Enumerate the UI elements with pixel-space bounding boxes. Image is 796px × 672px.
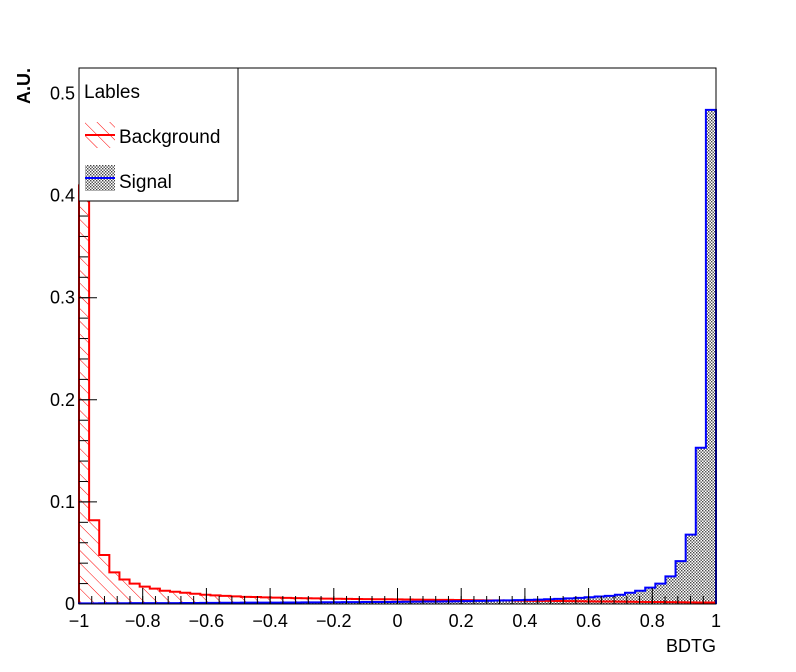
- signal-bin-41: [493, 600, 504, 604]
- signal-bin-56: [645, 587, 656, 604]
- x-tick-label: −0.8: [125, 611, 161, 631]
- x-tick-label: −0.4: [252, 611, 288, 631]
- legend-title: Lables: [84, 82, 140, 103]
- background-bin-22: [301, 598, 312, 604]
- background-bin-15: [230, 596, 241, 604]
- legend-entry-background: Background: [119, 127, 220, 148]
- background-bin-9: [170, 591, 181, 604]
- y-tick-label: 0.5: [50, 84, 75, 104]
- signal-bin-53: [614, 594, 625, 604]
- x-tick-label: 0.4: [512, 611, 537, 631]
- x-tick-label: 0.6: [576, 611, 601, 631]
- legend-entry-signal: Signal: [119, 172, 172, 193]
- y-tick-label: 0: [65, 594, 75, 614]
- signal-bin-35: [432, 601, 443, 604]
- background-bin-14: [220, 595, 231, 604]
- background-bin-3: [109, 572, 120, 604]
- background-bin-2: [99, 554, 110, 604]
- y-tick-label: 0.2: [50, 390, 75, 410]
- signal-bin-42: [503, 600, 514, 604]
- y-axis-ticks: 0 0.1 0.2 0.3 0.4 0.5: [50, 72, 97, 614]
- x-tick-label: 0: [392, 611, 402, 631]
- y-tick-label: 0.1: [50, 492, 75, 512]
- signal-bin-44: [523, 599, 534, 604]
- background-hatched-fill: [79, 185, 716, 604]
- signal-bin-32: [402, 601, 413, 604]
- signal-bin-38: [463, 601, 474, 604]
- background-bin-8: [159, 590, 170, 604]
- y-axis-title: A.U.: [14, 68, 34, 104]
- background-bin-0: [79, 185, 90, 604]
- signal-bin-61: [695, 447, 706, 604]
- background-series-line: [78, 184, 717, 604]
- background-bin-1: [89, 520, 100, 604]
- background-bin-20: [281, 597, 292, 604]
- signal-bin-54: [625, 592, 636, 604]
- signal-bin-30: [382, 601, 393, 604]
- background-bin-10: [180, 592, 191, 604]
- x-tick-label: −1: [69, 611, 90, 631]
- background-bin-6: [139, 586, 150, 604]
- background-bin-17: [250, 597, 261, 604]
- x-tick-label: −0.2: [316, 611, 352, 631]
- y-tick-label: 0.4: [50, 186, 75, 206]
- background-bin-19: [271, 597, 282, 604]
- background-bin-23: [311, 598, 322, 604]
- background-bin-18: [261, 597, 272, 604]
- signal-bin-40: [483, 600, 494, 604]
- signal-bin-43: [513, 600, 524, 604]
- background-bin-7: [149, 588, 160, 604]
- signal-bin-59: [675, 561, 686, 604]
- x-tick-label: −0.6: [189, 611, 225, 631]
- background-bin-4: [119, 579, 130, 604]
- background-bin-13: [210, 595, 221, 604]
- background-bin-21: [291, 598, 302, 604]
- signal-series-line: [78, 108, 717, 605]
- signal-bin-58: [665, 576, 676, 604]
- signal-bin-55: [635, 590, 646, 604]
- x-tick-label: 0.8: [640, 611, 665, 631]
- y-tick-label: 0.3: [50, 288, 75, 308]
- signal-bin-60: [685, 534, 696, 604]
- signal-bin-57: [655, 583, 666, 604]
- x-axis-ticks: −1 −0.8 −0.6 −0.4 −0.2 0 0.2 0.4 0.6 0.8 1: [69, 588, 721, 631]
- x-tick-label: 1: [711, 611, 721, 631]
- signal-bin-62: [705, 109, 716, 605]
- legend: Lables Background Signal: [78, 67, 239, 202]
- background-bin-12: [200, 594, 211, 604]
- background-bin-16: [240, 596, 251, 604]
- signal-bin-34: [422, 601, 433, 604]
- signal-bin-39: [473, 600, 484, 604]
- background-bin-5: [129, 583, 140, 604]
- signal-bin-52: [604, 595, 615, 604]
- x-tick-label: 0.2: [449, 611, 474, 631]
- signal-bin-33: [412, 601, 423, 604]
- signal-bin-37: [453, 601, 464, 604]
- x-axis-title: BDTG: [666, 636, 716, 656]
- background-bin-11: [190, 593, 201, 604]
- signal-bin-29: [372, 601, 383, 604]
- signal-bin-51: [594, 596, 605, 604]
